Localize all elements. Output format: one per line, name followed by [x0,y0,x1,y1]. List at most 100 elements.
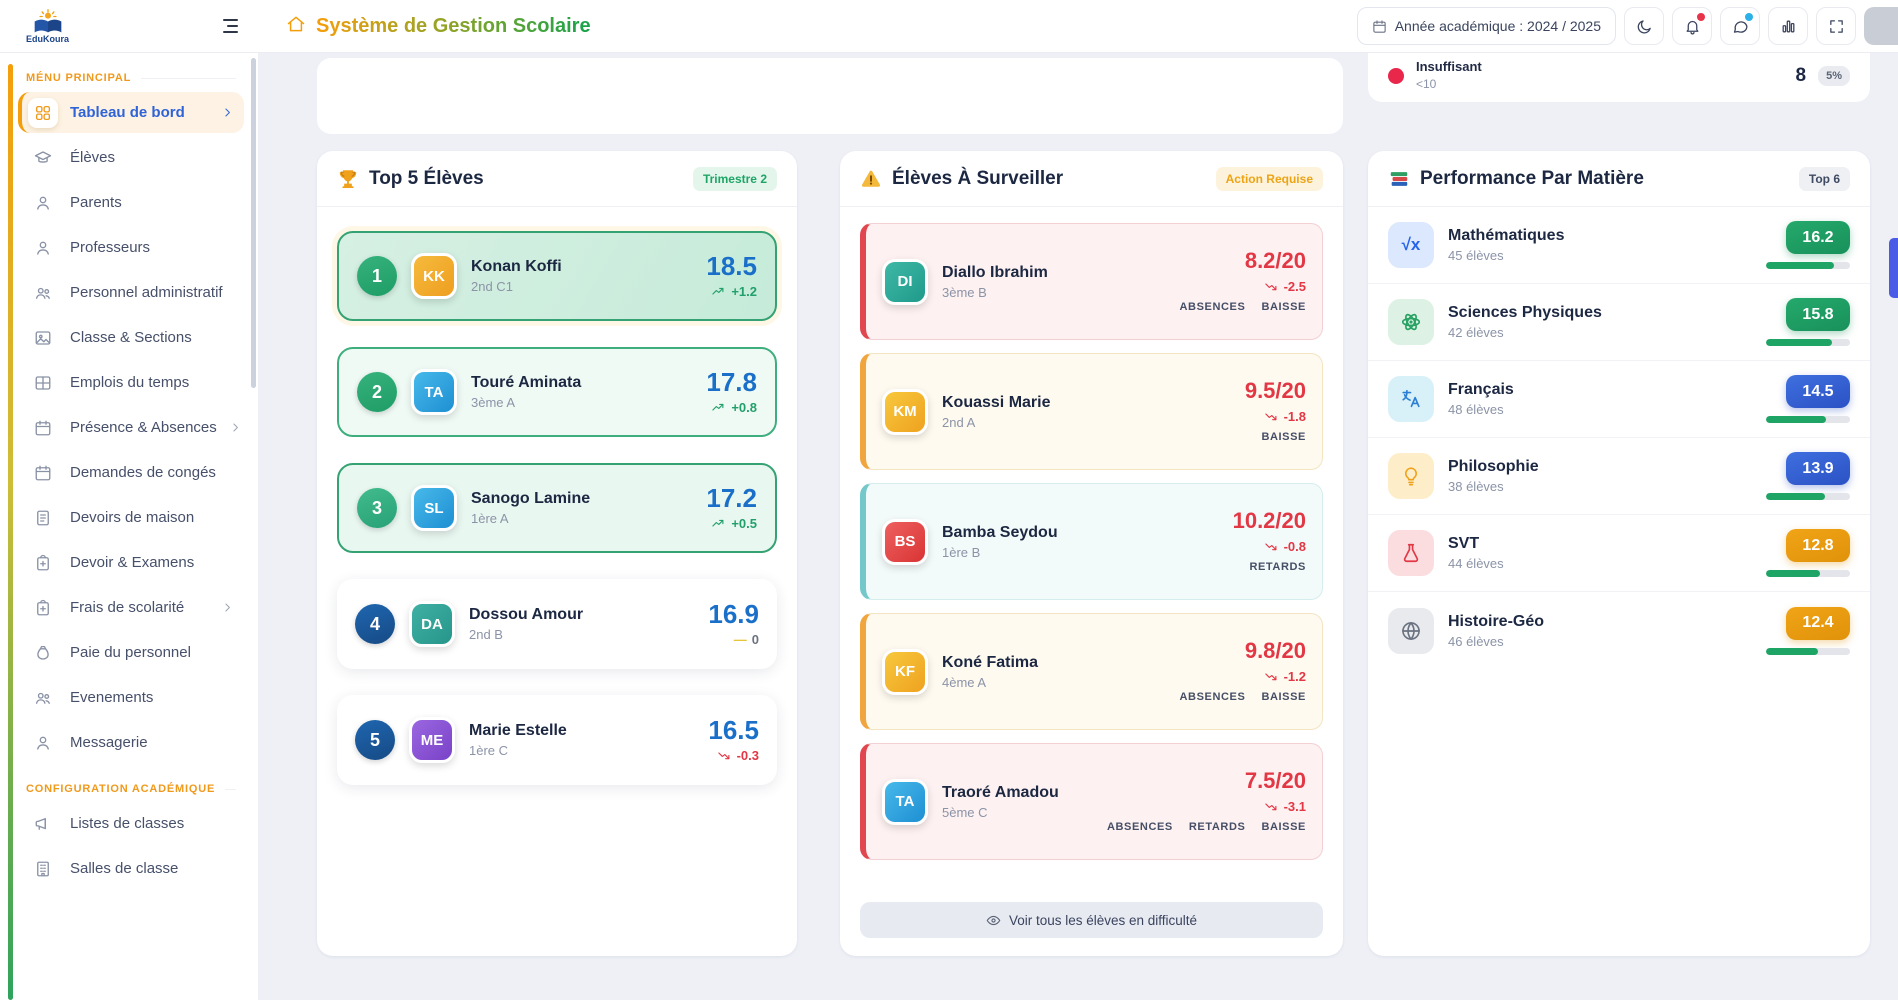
sidebar-item-demandes-de-conges[interactable]: Demandes de congés [18,452,244,493]
watch-student-row[interactable]: TA Traoré Amadou 5ème C 7.5/20 -3.1 ABSE… [860,743,1323,860]
sidebar-scrollbar[interactable] [251,58,256,388]
document-icon [28,503,58,533]
sidebar-item-label: Listes de classes [70,815,185,832]
watch-student-row[interactable]: DI Diallo Ibrahim 3ème B 8.2/20 -2.5 ABS… [860,223,1323,340]
sidebar-item-eleves[interactable]: Élèves [18,137,244,178]
student-class: 3ème B [942,284,987,300]
student-name: Diallo Ibrahim [942,263,1048,281]
sidebar-item-emplois-du-temps[interactable]: Emplois du temps [18,362,244,403]
trend-down-icon [717,748,732,763]
sidebar-item-listes-de-classes[interactable]: Listes de classes [18,803,244,844]
trend-up: +0.8 [711,400,757,415]
distribution-label: Insuffisant [1416,59,1482,75]
rank-badge: 5 [355,720,395,760]
profile-button-partial[interactable] [1864,7,1898,45]
subject-row[interactable]: Sciences Physiques 42 élèves 15.8 [1368,284,1870,361]
sidebar-item-frais-de-scolarite[interactable]: Frais de scolarité [18,587,244,628]
trophy-icon [337,168,359,190]
score-badge: 12.4 [1786,606,1850,640]
sidebar-item-classe-sections[interactable]: Classe & Sections [18,317,244,358]
trend-down: -3.1 [1264,799,1306,814]
progress-bar [1766,647,1850,655]
watch-student-row[interactable]: BS Bamba Seydou 1ère B 10.2/20 -0.8 RETA… [860,483,1323,600]
translate-icon [1388,376,1434,422]
bar-chart-icon [1780,18,1797,35]
notification-dot [1697,13,1705,21]
top-student-row[interactable]: 5 ME Marie Estelle 1ère C 16.5 -0.3 [337,695,777,785]
sidebar-item-parents[interactable]: Parents [18,182,244,223]
sidebar-item-paie-du-personnel[interactable]: Paie du personnel [18,632,244,673]
watch-student-row[interactable]: KF Koné Fatima 4ème A 9.8/20 -1.2 ABSENC… [860,613,1323,730]
student-class: 2nd A [942,414,976,430]
sidebar-item-devoirs-de-maison[interactable]: Devoirs de maison [18,497,244,538]
page-scrollbar-thumb[interactable] [1889,238,1898,298]
sidebar-item-label: Classe & Sections [70,329,192,346]
user-icon [28,233,58,263]
sidebar-item-devoir-examens[interactable]: Devoir & Examens [18,542,244,583]
student-name: Marie Estelle [469,722,567,739]
sidebar-item-presence-absences[interactable]: Présence & Absences [18,407,244,448]
avatar: TA [882,778,928,825]
stats-button[interactable] [1768,7,1808,45]
student-score: 18.5 [706,251,757,281]
rank-badge: 2 [357,372,397,412]
trend-down-icon [1264,799,1279,814]
expand-icon [1828,18,1845,35]
partial-card-cutoff [317,58,1343,134]
sidebar-item-label: Salles de classe [70,860,179,877]
action-required-badge: Action Requise [1215,166,1323,191]
app-logo[interactable]: EduKoura [26,9,69,44]
avatar: DA [409,601,455,647]
subject-row[interactable]: Français 48 élèves 14.5 [1368,361,1870,438]
subject-row[interactable]: Histoire-Géo 46 élèves 12.4 [1368,592,1870,669]
top-student-row[interactable]: 1 KK Konan Koffi 2nd C1 18.5 +1.2 [337,231,777,321]
sidebar-item-salles-de-classe[interactable]: Salles de classe [18,848,244,889]
student-class: 1ère C [469,743,509,758]
student-score: 7.5/20 [1244,768,1306,793]
subject-students: 38 élèves [1448,479,1504,494]
card-title: Performance Par Matière [1420,167,1644,189]
card-title: Top 5 Élèves [369,167,484,189]
subject-students: 44 élèves [1448,556,1504,571]
student-score: 9.8/20 [1244,638,1306,663]
issue-tag: BAISSE [1261,821,1306,833]
messages-button[interactable] [1720,7,1760,45]
top-header: EduKoura Système de Gestion Scolaire Ann… [0,0,1898,52]
sidebar-item-tableau-de-bord[interactable]: Tableau de bord [18,92,244,133]
logo-icon [28,9,68,34]
users-icon [28,683,58,713]
watch-student-row[interactable]: KM Kouassi Marie 2nd A 9.5/20 -1.8 BAISS… [860,353,1323,470]
red-status-dot [1388,68,1404,84]
fullscreen-button[interactable] [1816,7,1856,45]
top-student-row[interactable]: 4 DA Dossou Amour 2nd B 16.9 —0 [337,579,777,669]
progress-bar [1766,339,1850,346]
view-all-difficulty-button[interactable]: Voir tous les élèves en difficulté [860,902,1323,938]
sidebar-item-label: Devoir & Examens [70,554,195,571]
notifications-button[interactable] [1672,7,1712,45]
dark-mode-button[interactable] [1624,7,1664,45]
header-brand-area: EduKoura [0,9,258,44]
page-title: Système de Gestion Scolaire [316,14,591,37]
progress-bar [1766,493,1850,500]
trend-down: -0.3 [717,748,759,763]
subject-row[interactable]: SVT 44 élèves 12.8 [1368,515,1870,592]
student-name: Traoré Amadou [942,783,1059,801]
subject-row[interactable]: √x Mathématiques 45 élèves 16.2 [1368,207,1870,284]
sidebar-toggle-button[interactable] [219,15,242,37]
academic-year-selector[interactable]: Année académique : 2024 / 2025 [1356,7,1616,45]
student-class: 1ère B [942,544,981,560]
sidebar-item-evenements[interactable]: Evenements [18,677,244,718]
sidebar-item-professeurs[interactable]: Professeurs [18,227,244,268]
sidebar-item-label: Demandes de congés [70,464,216,481]
sidebar-item-messagerie[interactable]: Messagerie [18,722,244,763]
subject-row[interactable]: Philosophie 38 élèves 13.9 [1368,438,1870,515]
sidebar-item-personnel-administratif[interactable]: Personnel administratif [18,272,244,313]
books-icon [1388,168,1410,190]
trend-flat: —0 [733,632,759,647]
top-student-row[interactable]: 3 SL Sanogo Lamine 1ère A 17.2 +0.5 [337,463,777,553]
student-name: Bamba Seydou [942,523,1058,541]
subject-students: 42 élèves [1448,325,1504,340]
top-student-row[interactable]: 2 TA Touré Aminata 3ème A 17.8 +0.8 [337,347,777,437]
trend-up: +0.5 [711,516,757,531]
home-icon [286,14,306,39]
